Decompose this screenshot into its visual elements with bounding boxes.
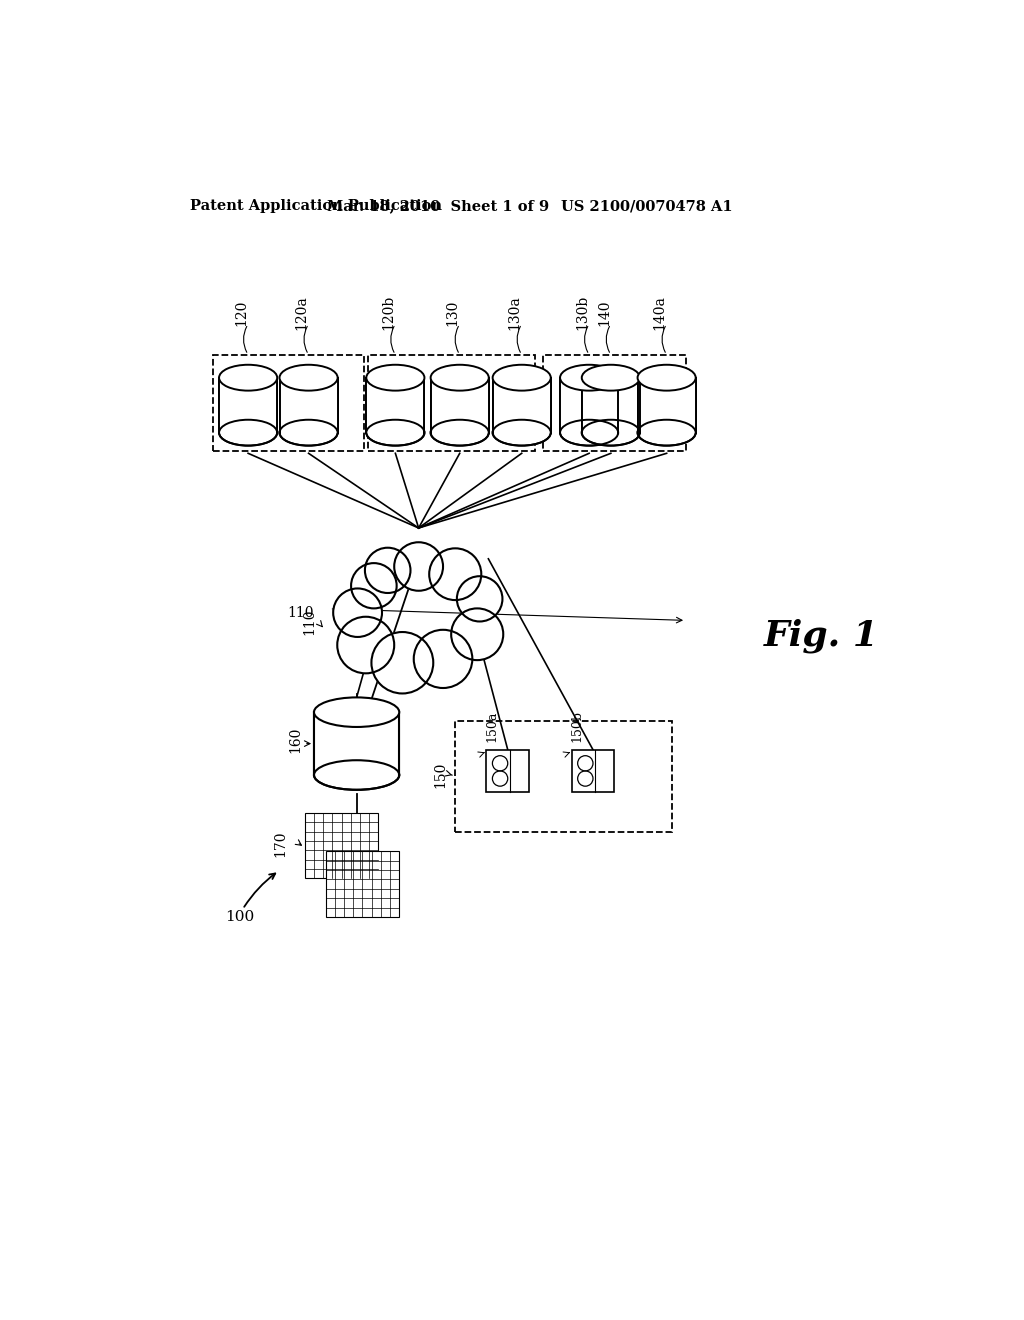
Text: 130: 130 — [445, 300, 460, 326]
Text: 120a: 120a — [295, 296, 308, 330]
Text: 140: 140 — [597, 300, 611, 326]
Text: 100: 100 — [225, 909, 254, 924]
Bar — [543, 355, 686, 451]
Ellipse shape — [367, 364, 424, 391]
Ellipse shape — [582, 420, 640, 446]
Polygon shape — [582, 378, 640, 433]
Text: 130b: 130b — [575, 294, 589, 330]
Ellipse shape — [367, 420, 424, 446]
Polygon shape — [431, 378, 488, 433]
Ellipse shape — [431, 420, 488, 446]
Ellipse shape — [280, 364, 338, 391]
Circle shape — [333, 589, 382, 638]
Ellipse shape — [219, 420, 278, 446]
Text: 130a: 130a — [508, 296, 521, 330]
Ellipse shape — [314, 760, 399, 789]
Ellipse shape — [431, 364, 488, 391]
Circle shape — [351, 564, 396, 609]
Text: 120: 120 — [234, 300, 248, 326]
Text: 140a: 140a — [652, 294, 667, 330]
Ellipse shape — [560, 364, 618, 391]
Circle shape — [452, 609, 503, 660]
Text: 150b: 150b — [570, 710, 584, 742]
Bar — [455, 721, 672, 832]
Bar — [486, 750, 529, 792]
Polygon shape — [367, 378, 424, 433]
Circle shape — [429, 548, 481, 601]
Bar — [305, 813, 378, 878]
Text: 150: 150 — [433, 762, 447, 788]
Polygon shape — [638, 378, 695, 433]
Ellipse shape — [638, 420, 695, 446]
Text: 170: 170 — [272, 830, 287, 857]
Text: 160: 160 — [289, 726, 302, 752]
Text: Mar. 18, 2010  Sheet 1 of 9: Mar. 18, 2010 Sheet 1 of 9 — [327, 199, 549, 213]
Ellipse shape — [582, 364, 640, 391]
Bar — [326, 851, 399, 917]
Polygon shape — [560, 378, 618, 433]
Bar — [571, 750, 614, 792]
Circle shape — [365, 548, 411, 593]
Text: 180: 180 — [330, 891, 356, 904]
Text: 110: 110 — [288, 606, 314, 619]
Bar — [369, 355, 535, 451]
Circle shape — [414, 630, 472, 688]
Ellipse shape — [560, 420, 618, 446]
Ellipse shape — [493, 364, 551, 391]
Polygon shape — [314, 713, 399, 775]
Polygon shape — [493, 378, 551, 433]
Polygon shape — [219, 378, 278, 433]
Text: 120b: 120b — [381, 294, 395, 330]
Ellipse shape — [280, 420, 338, 446]
Circle shape — [372, 632, 433, 693]
Text: Patent Application Publication: Patent Application Publication — [190, 199, 442, 213]
Text: Fig. 1: Fig. 1 — [764, 619, 879, 653]
Circle shape — [394, 543, 443, 591]
Ellipse shape — [314, 697, 399, 727]
Circle shape — [457, 577, 503, 622]
Text: US 2100/0070478 A1: US 2100/0070478 A1 — [561, 199, 732, 213]
Ellipse shape — [493, 420, 551, 446]
Bar — [213, 355, 365, 451]
Ellipse shape — [219, 364, 278, 391]
Circle shape — [337, 616, 394, 673]
Ellipse shape — [638, 364, 695, 391]
Polygon shape — [280, 378, 338, 433]
Text: 150a: 150a — [485, 710, 499, 742]
Text: 110: 110 — [302, 609, 316, 635]
